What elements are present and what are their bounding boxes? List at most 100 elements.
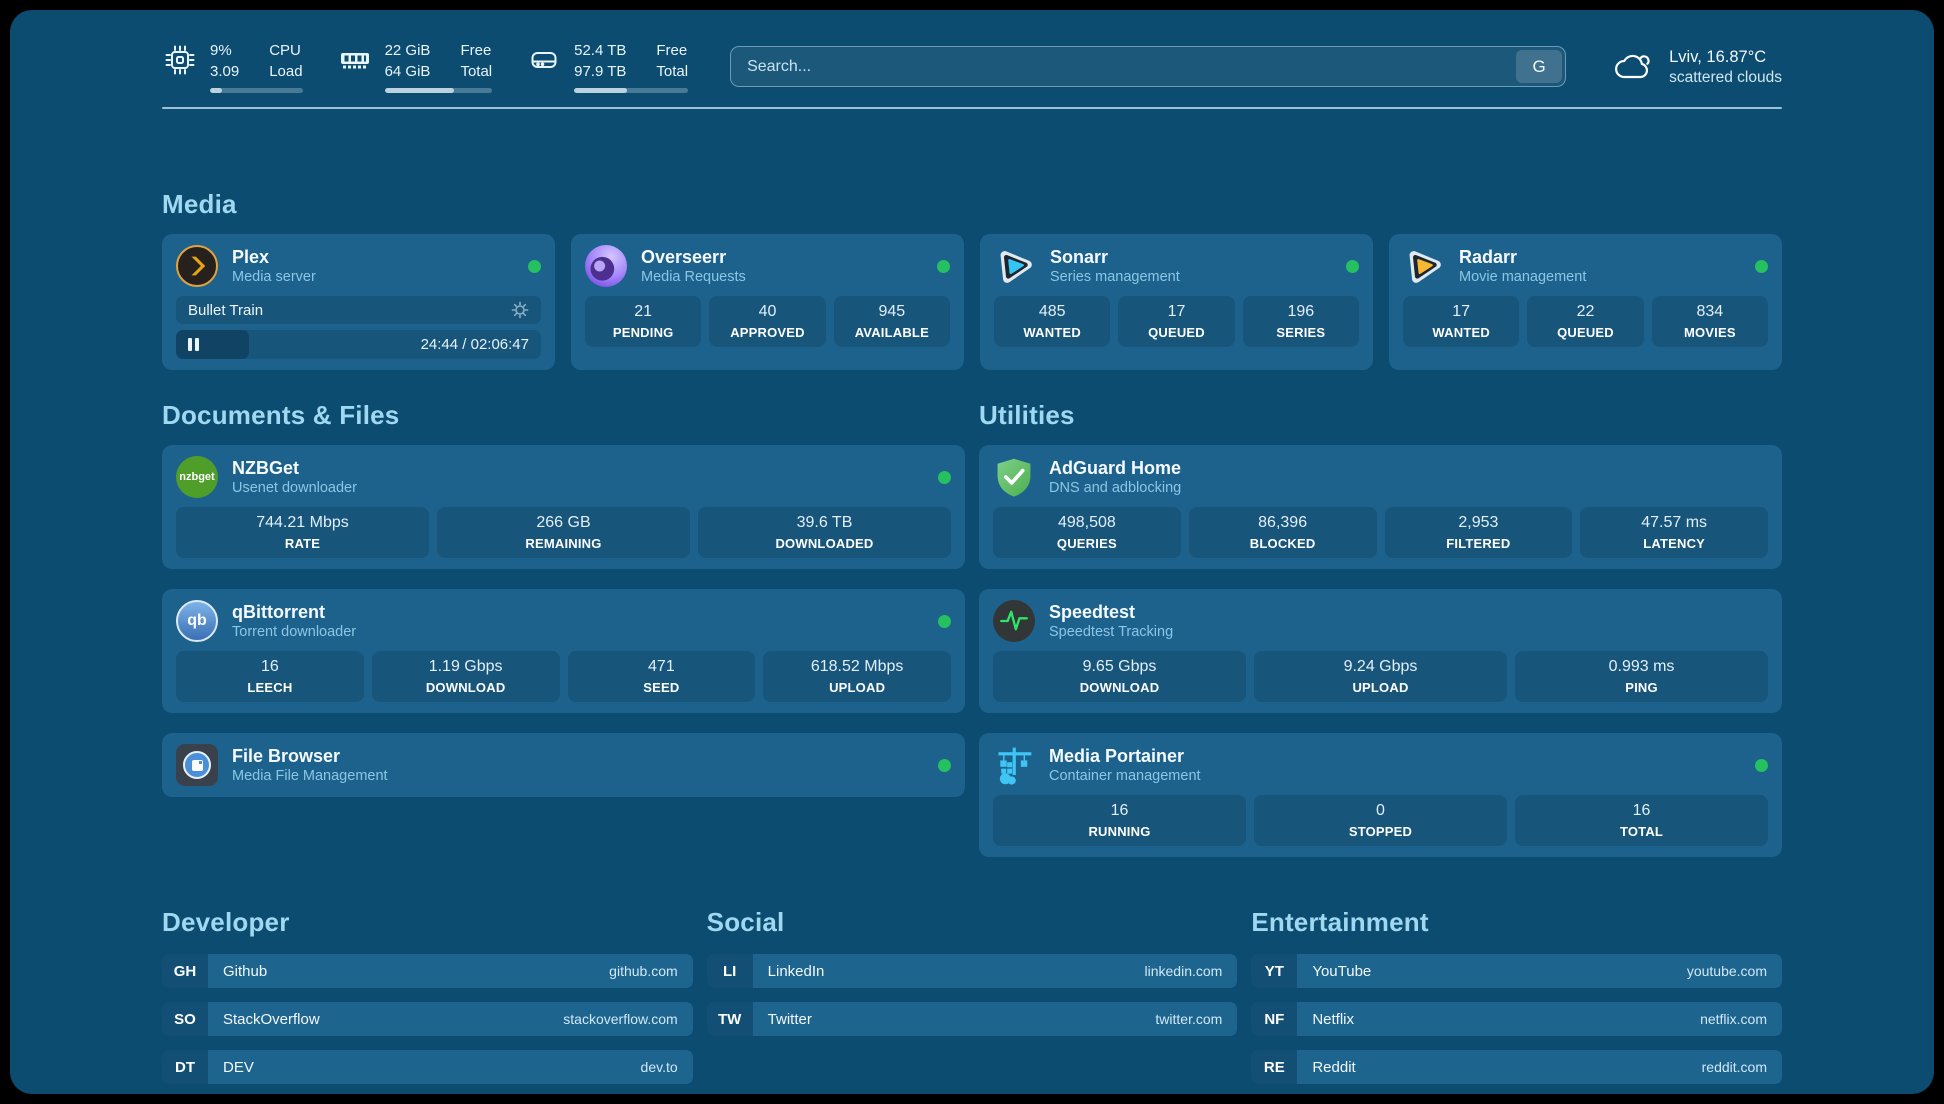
link-url: reddit.com xyxy=(1701,1059,1767,1075)
link-name: Twitter xyxy=(767,1010,812,1028)
stat-tile: 744.21 Mbps RATE xyxy=(176,507,429,558)
app-name: AdGuard Home xyxy=(1049,458,1182,478)
stat-tile: 471 SEED xyxy=(567,651,756,702)
link-name: YouTube xyxy=(1312,962,1372,980)
link-url: dev.to xyxy=(640,1059,678,1075)
search-engine-button[interactable]: G xyxy=(1516,50,1563,83)
stat-tile: 40 APPROVED xyxy=(709,296,826,347)
link-youtube[interactable]: YT YouTube youtube.com xyxy=(1251,954,1782,988)
status-badge xyxy=(1755,758,1768,772)
ram-values: 22 GiB 64 GiB xyxy=(384,42,431,80)
radarr-card[interactable]: Radarr Movie management 17 WANTED 22 QUEUE… xyxy=(1389,234,1782,370)
stat-tile: 485 WANTED xyxy=(994,296,1111,347)
system-stats: 9% 3.09 CPU Load xyxy=(162,40,689,93)
app-subtitle: Series management xyxy=(1050,269,1180,285)
cpu-values: 9% 3.09 xyxy=(210,42,240,80)
sonarr-icon xyxy=(994,245,1036,287)
link-github[interactable]: GH Github github.com xyxy=(162,954,693,988)
settings-icon[interactable] xyxy=(511,301,529,319)
section-entertainment: Entertainment YT YouTube youtube.com NF … xyxy=(1251,907,1782,1084)
search-input[interactable] xyxy=(731,57,1514,76)
link-reddit[interactable]: RE Reddit reddit.com xyxy=(1251,1050,1782,1084)
app-subtitle: Container management xyxy=(1049,768,1201,784)
link-abbr: NF xyxy=(1251,1002,1298,1036)
stat-tile: 0.993 ms PING xyxy=(1515,651,1768,702)
now-playing-title: Bullet Train xyxy=(188,301,264,319)
disk-values: 52.4 TB 97.9 TB xyxy=(574,42,627,80)
nzbget-card[interactable]: nzbget NZBGet Usenet downloader 744.21 M… xyxy=(162,445,965,569)
media-section-title: Media xyxy=(162,189,237,219)
stat-tile: 47.57 ms LATENCY xyxy=(1580,507,1768,558)
stat-tile: 945 AVAILABLE xyxy=(833,296,950,347)
link-abbr: LI xyxy=(706,954,753,988)
link-name: StackOverflow xyxy=(223,1010,320,1028)
app-subtitle: Media server xyxy=(232,269,316,285)
portainer-card[interactable]: Media Portainer Container management 16 R… xyxy=(979,733,1782,857)
stat-tile: 266 GB REMAINING xyxy=(437,507,690,558)
link-linkedin[interactable]: LI LinkedIn linkedin.com xyxy=(706,954,1238,988)
developer-section-title: Developer xyxy=(162,907,290,937)
adguard-card[interactable]: AdGuard Home DNS and adblocking 498,508 Q… xyxy=(979,445,1782,569)
filebrowser-icon xyxy=(176,744,218,786)
stat-tile: 498,508 QUERIES xyxy=(993,507,1181,558)
app-subtitle: DNS and adblocking xyxy=(1049,480,1182,496)
app-name: File Browser xyxy=(232,746,341,766)
link-dev[interactable]: DT DEV dev.to xyxy=(162,1050,693,1084)
entertainment-section-title: Entertainment xyxy=(1251,907,1429,937)
weather-location: Lviv, 16.87°C xyxy=(1669,48,1767,67)
topbar-divider xyxy=(162,107,1782,109)
link-url: netflix.com xyxy=(1700,1011,1767,1027)
cloud-icon xyxy=(1615,55,1650,79)
section-utilities: Utilities xyxy=(979,400,1782,857)
weather-widget: Lviv, 16.87°C scattered clouds xyxy=(1612,46,1782,86)
app-name: Plex xyxy=(232,247,270,267)
status-badge xyxy=(1755,259,1768,273)
overseerr-card[interactable]: Overseerr Media Requests 21 PENDING 40 APP… xyxy=(571,234,964,370)
stat-tile: 16 LEECH xyxy=(176,651,364,702)
stat-tile: 834 MOVIES xyxy=(1651,296,1768,347)
stat-tile: 16 TOTAL xyxy=(1515,795,1768,846)
topbar: 9% 3.09 CPU Load xyxy=(162,40,1782,93)
now-playing-row: Bullet Train xyxy=(176,296,541,324)
disk-stat: 52.4 TB 97.9 TB Free Total xyxy=(526,40,689,93)
link-abbr: SO xyxy=(162,1002,208,1036)
status-badge xyxy=(938,758,951,772)
stat-tile: 22 QUEUED xyxy=(1527,296,1644,347)
app-name: Sonarr xyxy=(1050,247,1109,267)
stat-tile: 196 SERIES xyxy=(1242,296,1359,347)
utilities-section-title: Utilities xyxy=(979,400,1075,430)
disk-icon xyxy=(531,52,557,68)
pause-icon[interactable] xyxy=(188,338,199,351)
filebrowser-card[interactable]: File Browser Media File Management xyxy=(162,733,965,797)
cpu-stat: 9% 3.09 CPU Load xyxy=(162,40,303,93)
app-name: Overseerr xyxy=(641,247,727,267)
speedtest-card[interactable]: Speedtest Speedtest Tracking 9.65 Gbps DO… xyxy=(979,589,1782,713)
app-name: Radarr xyxy=(1459,247,1518,267)
app-name: NZBGet xyxy=(232,458,299,478)
stat-tile: 1.19 Gbps DOWNLOAD xyxy=(371,651,560,702)
plex-icon xyxy=(176,245,218,287)
app-subtitle: Media Requests xyxy=(641,269,746,285)
qbittorrent-card[interactable]: qb qBittorrent Torrent downloader 16 LEEC… xyxy=(162,589,965,713)
status-badge xyxy=(528,259,541,273)
section-media: Media Plex Media server xyxy=(162,189,1782,370)
stat-tile: 2,953 FILTERED xyxy=(1384,507,1573,558)
link-twitter[interactable]: TW Twitter twitter.com xyxy=(706,1002,1238,1036)
stat-tile: 17 QUEUED xyxy=(1118,296,1235,347)
ram-progress-bar xyxy=(384,88,493,93)
app-subtitle: Movie management xyxy=(1459,269,1587,285)
qbittorrent-icon: qb xyxy=(176,600,218,642)
link-name: Github xyxy=(223,962,268,980)
dashboard-page: 9% 3.09 CPU Load xyxy=(10,10,1934,1094)
link-url: stackoverflow.com xyxy=(563,1011,678,1027)
link-netflix[interactable]: NF Netflix netflix.com xyxy=(1251,1002,1782,1036)
link-name: Netflix xyxy=(1312,1010,1355,1028)
sonarr-card[interactable]: Sonarr Series management 485 WANTED 17 QUE… xyxy=(980,234,1373,370)
cpu-icon xyxy=(165,45,195,75)
ram-labels: Free Total xyxy=(460,42,493,80)
playback-progress-bar: 24:44 / 02:06:47 xyxy=(176,330,541,359)
section-social: Social LI LinkedIn linkedin.com TW Twitt… xyxy=(706,907,1238,1036)
link-stackoverflow[interactable]: SO StackOverflow stackoverflow.com xyxy=(162,1002,693,1036)
ram-stat: 22 GiB 64 GiB Free Total xyxy=(337,40,493,93)
plex-card[interactable]: Plex Media server Bullet Train xyxy=(162,234,555,370)
